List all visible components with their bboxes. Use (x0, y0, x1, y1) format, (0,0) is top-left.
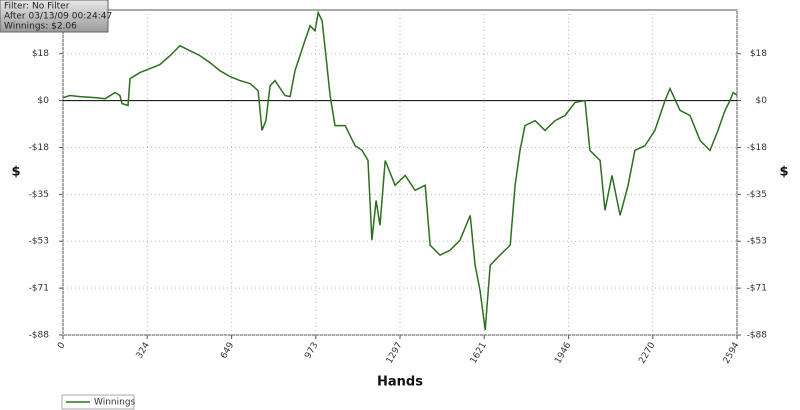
y2-tick-label: $0 (756, 96, 768, 106)
x-tick-label: 2594 (722, 341, 742, 366)
series-line (63, 10, 737, 330)
x-tick-label: 2270 (637, 341, 657, 366)
y2-tick-label: -$53 (747, 237, 767, 247)
y2-tick-label: $18 (750, 49, 767, 59)
y-tick-label: -$18 (29, 143, 50, 153)
x-tick-label: 1946 (553, 341, 573, 366)
y2-axis-title: $ (779, 165, 788, 180)
x-tick-label: 0 (56, 341, 68, 351)
x-tick-label: 649 (219, 341, 236, 361)
info-box: Filter: No Filter After 03/13/09 00:24:4… (0, 0, 112, 33)
legend-box (61, 394, 135, 410)
x-tick-label: 1621 (469, 341, 489, 366)
y2-tick-label: -$18 (747, 143, 768, 153)
y-tick-label: -$71 (29, 284, 49, 294)
y-tick-label: -$88 (29, 331, 50, 341)
x-tick-label: 1297 (385, 341, 405, 366)
y2-tick-label: -$71 (747, 284, 767, 294)
info-line: Filter: No Filter (4, 2, 70, 12)
y-tick-label: -$53 (29, 237, 49, 247)
info-background (0, 0, 109, 33)
y2-tick-label: -$35 (747, 190, 767, 200)
y-tick-label: $0 (38, 96, 50, 106)
y-tick-label: -$35 (29, 190, 49, 200)
info-line: Winnings: $2.06 (4, 22, 77, 32)
info-line: After 03/13/09 00:24:47 (4, 12, 112, 22)
y-axis-title: $ (11, 165, 20, 180)
legend: Winnings (61, 394, 136, 410)
x-axis-title: Hands (377, 375, 423, 390)
y-tick-label: $18 (32, 49, 49, 59)
y2-tick-label: -$88 (747, 331, 768, 341)
legend-label: Winnings (94, 398, 136, 408)
x-tick-label: 973 (303, 341, 320, 361)
x-tick-label: 324 (135, 341, 152, 361)
